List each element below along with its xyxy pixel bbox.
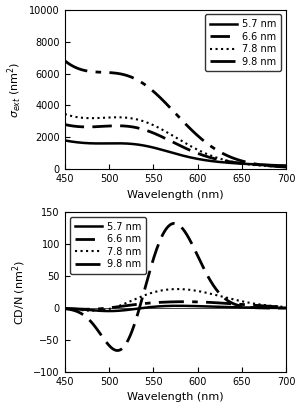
5.7 nm: [168, 150, 172, 155]
7.8 nm: [284, 164, 288, 169]
5.7 nm: [63, 306, 67, 311]
6.6 nm: [169, 139, 173, 144]
9.8 nm: [244, 160, 248, 164]
Line: 5.7 nm: 5.7 nm: [65, 306, 286, 311]
6.6 nm: [195, 151, 198, 155]
7.8 nm: [195, 147, 198, 152]
X-axis label: Wavelength (nm): Wavelength (nm): [127, 190, 224, 200]
7.8 nm: [245, 300, 249, 305]
9.8 nm: [184, 299, 187, 304]
Line: 6.6 nm: 6.6 nm: [65, 124, 286, 166]
6.6 nm: [284, 306, 288, 310]
9.8 nm: [279, 164, 283, 169]
6.6 nm: [279, 164, 283, 169]
6.6 nm: [116, 348, 119, 353]
6.6 nm: [245, 305, 249, 310]
6.6 nm: [169, 222, 172, 227]
6.6 nm: [172, 221, 176, 226]
9.8 nm: [284, 305, 288, 310]
5.7 nm: [279, 163, 283, 168]
Line: 5.7 nm: 5.7 nm: [65, 140, 286, 166]
5.7 nm: [244, 162, 248, 166]
7.8 nm: [284, 304, 288, 309]
5.7 nm: [280, 306, 284, 310]
5.7 nm: [196, 304, 199, 308]
5.7 nm: [170, 304, 174, 308]
5.7 nm: [169, 150, 173, 155]
5.7 nm: [284, 163, 288, 168]
6.6 nm: [168, 138, 172, 143]
9.8 nm: [284, 165, 288, 170]
Line: 9.8 nm: 9.8 nm: [65, 61, 286, 167]
7.8 nm: [279, 164, 283, 169]
9.8 nm: [85, 307, 89, 312]
Y-axis label: $\sigma_{ext}$ (nm$^2$): $\sigma_{ext}$ (nm$^2$): [5, 61, 24, 118]
7.8 nm: [63, 306, 67, 311]
5.7 nm: [169, 304, 172, 308]
6.6 nm: [244, 161, 248, 166]
Line: 7.8 nm: 7.8 nm: [65, 114, 286, 167]
9.8 nm: [195, 132, 198, 137]
9.8 nm: [183, 120, 186, 125]
5.7 nm: [184, 304, 187, 308]
7.8 nm: [280, 304, 284, 309]
Line: 9.8 nm: 9.8 nm: [65, 302, 286, 309]
5.7 nm: [107, 308, 111, 313]
7.8 nm: [169, 287, 172, 292]
6.6 nm: [63, 122, 67, 127]
5.7 nm: [245, 305, 249, 310]
6.6 nm: [284, 164, 288, 169]
9.8 nm: [169, 106, 173, 111]
7.8 nm: [184, 287, 187, 292]
6.6 nm: [170, 222, 174, 226]
9.8 nm: [183, 299, 186, 304]
7.8 nm: [196, 288, 199, 293]
9.8 nm: [63, 58, 67, 63]
5.7 nm: [176, 304, 180, 308]
Y-axis label: CD/N (nm$^2$): CD/N (nm$^2$): [10, 259, 28, 325]
6.6 nm: [184, 230, 187, 235]
6.6 nm: [183, 145, 186, 150]
9.8 nm: [245, 302, 249, 307]
9.8 nm: [168, 105, 172, 110]
7.8 nm: [92, 308, 95, 313]
6.6 nm: [196, 253, 199, 258]
9.8 nm: [169, 299, 172, 304]
7.8 nm: [170, 287, 174, 292]
Legend: 5.7 nm, 6.6 nm, 7.8 nm, 9.8 nm: 5.7 nm, 6.6 nm, 7.8 nm, 9.8 nm: [205, 14, 281, 71]
7.8 nm: [168, 131, 172, 136]
5.7 nm: [63, 138, 67, 143]
7.8 nm: [169, 132, 173, 137]
9.8 nm: [170, 299, 174, 304]
9.8 nm: [280, 304, 284, 309]
7.8 nm: [176, 286, 179, 291]
6.6 nm: [280, 306, 284, 310]
5.7 nm: [284, 306, 288, 310]
X-axis label: Wavelength (nm): Wavelength (nm): [127, 392, 224, 402]
Legend: 5.7 nm, 6.6 nm, 7.8 nm, 9.8 nm: 5.7 nm, 6.6 nm, 7.8 nm, 9.8 nm: [70, 217, 146, 274]
7.8 nm: [183, 140, 186, 145]
6.6 nm: [63, 306, 67, 311]
Line: 6.6 nm: 6.6 nm: [65, 223, 286, 350]
5.7 nm: [195, 156, 198, 161]
5.7 nm: [183, 153, 186, 158]
Line: 7.8 nm: 7.8 nm: [65, 289, 286, 311]
9.8 nm: [196, 299, 199, 304]
7.8 nm: [63, 111, 67, 116]
9.8 nm: [63, 306, 67, 311]
7.8 nm: [244, 162, 248, 166]
